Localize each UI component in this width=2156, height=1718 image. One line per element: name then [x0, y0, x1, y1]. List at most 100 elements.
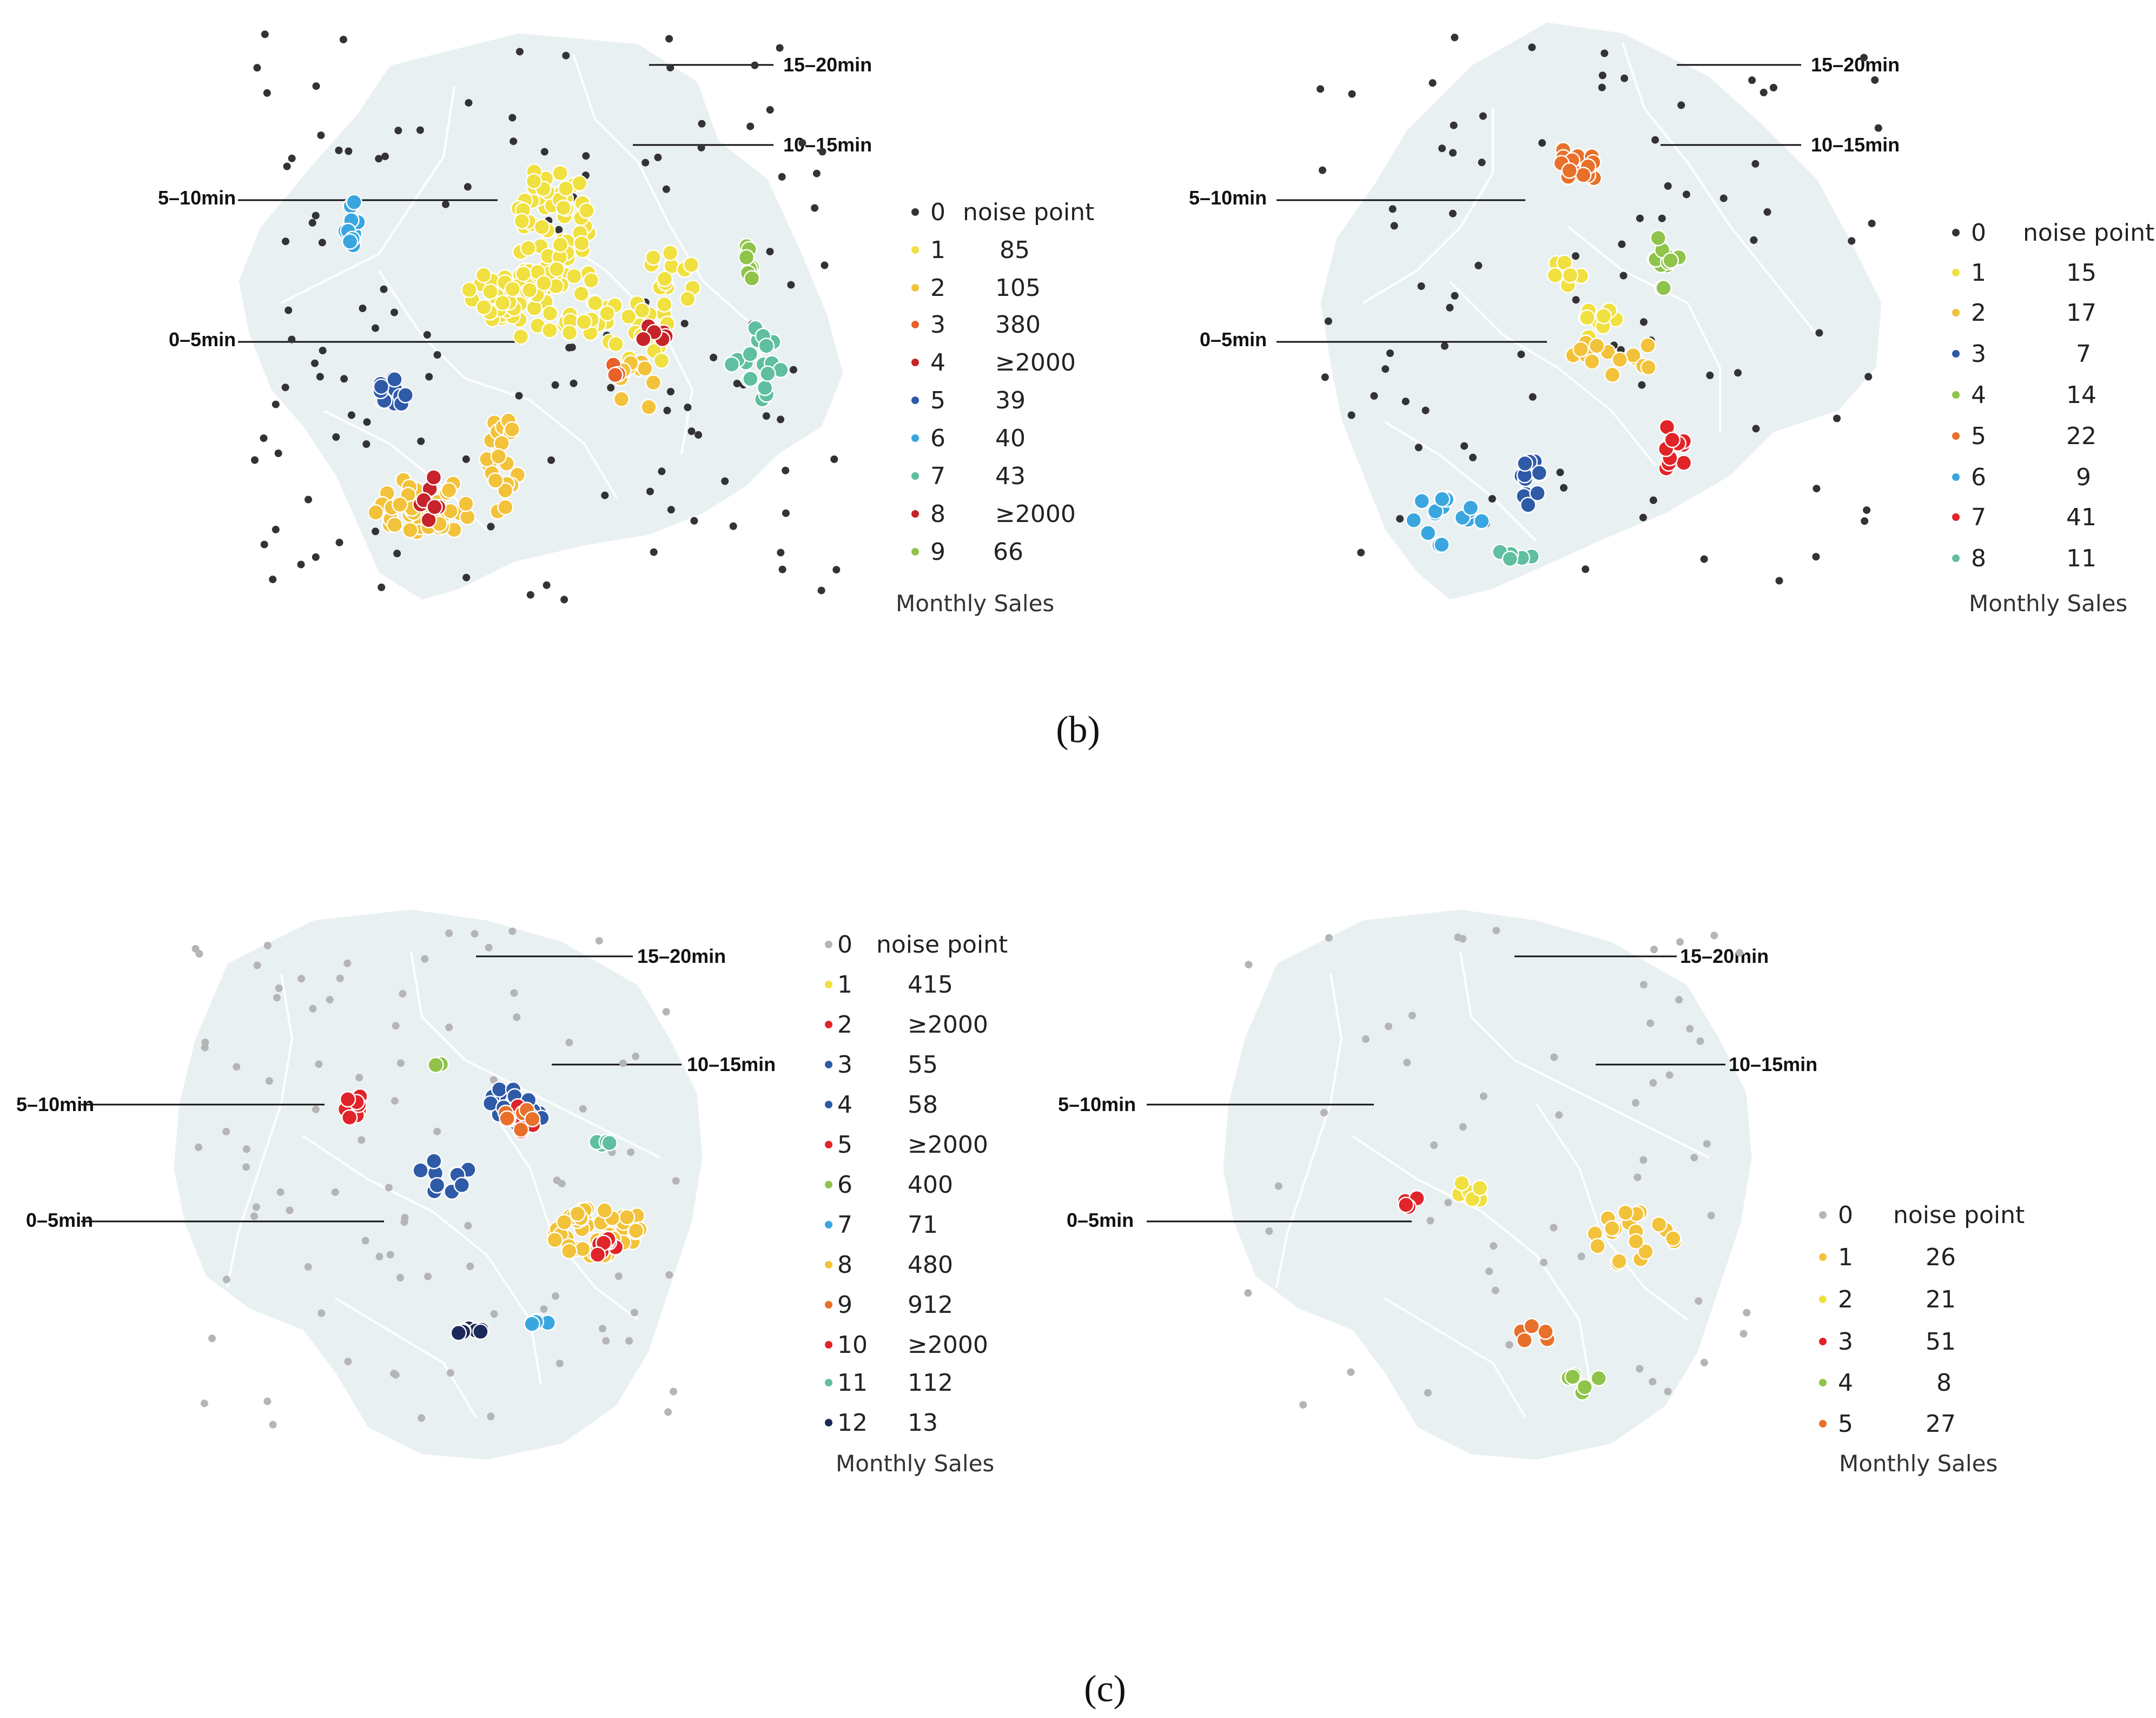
noise-point	[1646, 1019, 1654, 1027]
noise-point	[1734, 369, 1742, 377]
noise-point	[375, 155, 383, 163]
noise-point	[195, 1143, 203, 1151]
noise-point	[526, 591, 534, 599]
noise-point	[201, 1043, 209, 1052]
noise-point	[391, 1097, 399, 1105]
noise-point	[787, 281, 795, 289]
cluster-points	[1317, 34, 1882, 585]
legend-sales-3: 55	[908, 1051, 938, 1079]
noise-point	[1868, 220, 1876, 228]
legend-marker-3	[911, 321, 919, 328]
legend-marker-9	[825, 1301, 832, 1309]
noise-point	[1601, 49, 1609, 57]
legend-id-0: 0	[1838, 1201, 1853, 1229]
noise-point	[396, 1059, 405, 1067]
noise-point	[417, 437, 425, 445]
noise-point	[1386, 349, 1394, 357]
noise-point	[250, 1212, 258, 1220]
noise-point	[1490, 1242, 1498, 1250]
noise-point	[1649, 1079, 1657, 1087]
cluster-5-point	[1575, 167, 1592, 183]
district-boundaries	[1362, 43, 1818, 542]
noise-point	[274, 450, 282, 457]
legend-id-7: 7	[837, 1211, 852, 1239]
noise-point	[598, 1325, 606, 1333]
noise-point	[515, 48, 524, 56]
cluster-1-point	[607, 335, 624, 353]
cluster-9-point	[524, 1111, 541, 1128]
noise-point	[312, 553, 320, 561]
noise-point	[269, 576, 277, 584]
legend-marker-2	[911, 284, 919, 292]
noise-point	[630, 1309, 638, 1317]
legend-id-5: 5	[930, 387, 945, 414]
noise-point	[782, 509, 790, 517]
noise-point	[832, 566, 841, 574]
noise-point	[1639, 318, 1648, 326]
noise-point	[1408, 1012, 1416, 1020]
noise-point	[710, 353, 718, 361]
noise-point	[276, 1188, 285, 1196]
cluster-1-point	[1589, 1238, 1606, 1254]
legend-id-8: 8	[930, 500, 945, 528]
cluster-8-point	[1502, 550, 1519, 567]
legend-id-2: 2	[930, 274, 945, 302]
cluster-12-point	[472, 1323, 489, 1340]
noise-point	[318, 239, 326, 247]
time-label-lines	[1277, 64, 1801, 343]
legend-marker-5	[825, 1141, 832, 1148]
legend-marker-0	[1952, 229, 1960, 236]
legend-sales-6: 40	[995, 425, 1026, 452]
noise-point	[821, 261, 829, 269]
legend-id-12: 12	[837, 1409, 868, 1437]
noise-point	[1812, 553, 1820, 561]
noise-point	[1424, 1389, 1432, 1397]
legend-id-11: 11	[837, 1369, 868, 1397]
cluster-2-point	[458, 495, 474, 512]
noise-point	[1700, 555, 1708, 563]
legend-marker-11	[825, 1379, 832, 1386]
noise-point	[1550, 1224, 1558, 1232]
time-label-5-10min: 5–10min	[1058, 1093, 1136, 1115]
noise-point	[355, 1074, 363, 1081]
noise-point	[393, 550, 401, 558]
legend-marker-3	[1819, 1338, 1827, 1345]
legend-marker-1	[1819, 1253, 1827, 1261]
panel-b-left-map: 15–20min 10–15min 5–10min 0–5min 0 noise…	[158, 30, 1094, 617]
cluster-2-point	[497, 499, 514, 516]
noise-point	[646, 487, 654, 495]
cluster-1-point	[587, 295, 604, 312]
noise-point	[751, 61, 759, 69]
cluster-4-point	[1564, 1369, 1581, 1385]
noise-point	[508, 927, 517, 935]
noise-point	[1752, 425, 1760, 433]
legend-marker-0	[911, 208, 919, 216]
noise-point	[625, 1337, 633, 1345]
noise-point	[627, 1148, 635, 1156]
noise-point	[1319, 166, 1326, 174]
legend-id-5: 5	[1971, 422, 1986, 450]
noise-point	[595, 937, 603, 945]
legend-marker-10	[825, 1341, 832, 1349]
noise-point	[654, 154, 662, 161]
legend-marker-0	[825, 941, 832, 948]
noise-point	[462, 573, 471, 582]
cluster-1-point	[515, 266, 532, 282]
cluster-points	[191, 927, 680, 1429]
noise-point	[319, 347, 327, 354]
cluster-2-point	[386, 516, 403, 533]
noise-point	[663, 406, 671, 414]
noise-point	[1479, 1092, 1487, 1100]
legend-sales-7: 41	[2066, 504, 2097, 531]
noise-point	[1598, 83, 1606, 91]
noise-point	[1390, 222, 1398, 230]
cluster-5-point	[373, 378, 390, 395]
region-outline	[237, 31, 845, 602]
noise-point	[286, 1206, 294, 1214]
legend-marker-2	[1819, 1296, 1827, 1303]
noise-point	[1833, 414, 1841, 422]
cluster-8-point	[569, 1205, 586, 1223]
cluster-1-point	[513, 213, 531, 230]
noise-point	[777, 549, 785, 557]
cluster-1-point	[633, 302, 651, 319]
